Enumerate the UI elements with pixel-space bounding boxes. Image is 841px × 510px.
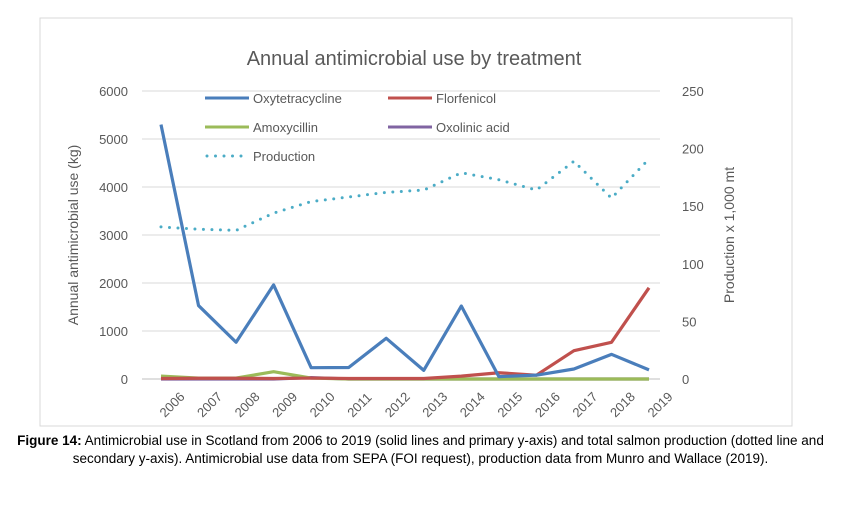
legend-label: Oxolinic acid (436, 120, 510, 135)
y2-tick-label: 0 (682, 372, 689, 387)
series-line-oxytetracycline (159, 124, 650, 379)
legend-item: Oxolinic acid (388, 120, 510, 135)
y2-tick-label: 100 (682, 257, 704, 272)
chart-title: Annual antimicrobial use by treatment (247, 48, 582, 70)
y-tick-label: 4000 (99, 180, 128, 195)
legend-label: Oxytetracycline (253, 91, 342, 106)
caption-text: Antimicrobial use in Scotland from 2006 … (72, 433, 824, 466)
y2-tick-label: 250 (682, 84, 704, 99)
legend-label: Production (253, 149, 315, 164)
legend-item: Oxytetracycline (205, 91, 342, 106)
legend-item: Amoxycillin (205, 120, 318, 135)
y2-tick-label: 50 (682, 314, 696, 329)
figure-caption: Figure 14: Antimicrobial use in Scotland… (0, 432, 841, 468)
series-line-florfenicol (160, 286, 651, 381)
y-tick-label: 3000 (99, 228, 128, 243)
y2-tick-label: 150 (682, 199, 704, 214)
legend-item: Florfenicol (388, 91, 496, 106)
y-tick-label: 0 (121, 372, 128, 387)
legend-item: Production (205, 149, 315, 164)
y-tick-label: 1000 (99, 324, 128, 339)
y-tick-label: 2000 (99, 276, 128, 291)
legend-label: Amoxycillin (253, 120, 318, 135)
line-chart: Annual antimicrobial use by treatment An… (39, 17, 793, 427)
caption-label: Figure 14: (17, 433, 82, 448)
legend-label: Florfenicol (436, 91, 496, 106)
y-tick-label: 6000 (99, 84, 128, 99)
chart-border (39, 17, 793, 427)
y-axis-label: Annual antimicrobial use (kg) (65, 145, 81, 326)
y2-tick-label: 200 (682, 142, 704, 157)
y2-axis-label: Production x 1,000 mt (721, 167, 737, 303)
y-tick-label: 5000 (99, 132, 128, 147)
